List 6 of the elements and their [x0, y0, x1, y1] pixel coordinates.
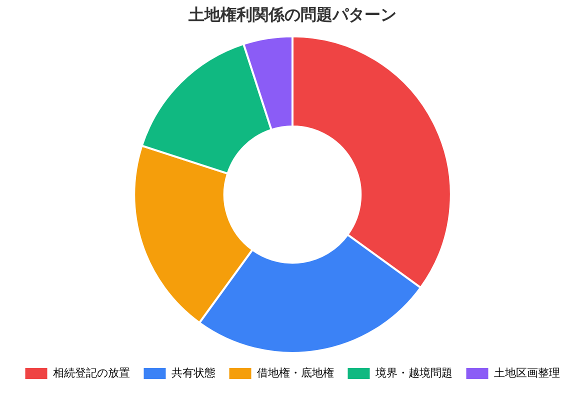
legend-label: 土地区画整理	[494, 366, 560, 380]
legend-label: 借地権・底地権	[256, 366, 334, 380]
legend-label: 境界・越境問題	[374, 366, 452, 380]
legend-label: 相続登記の放置	[52, 366, 130, 380]
chart-title: 土地権利関係の問題パターン	[188, 4, 396, 24]
legend-label: 共有状態	[171, 366, 216, 380]
